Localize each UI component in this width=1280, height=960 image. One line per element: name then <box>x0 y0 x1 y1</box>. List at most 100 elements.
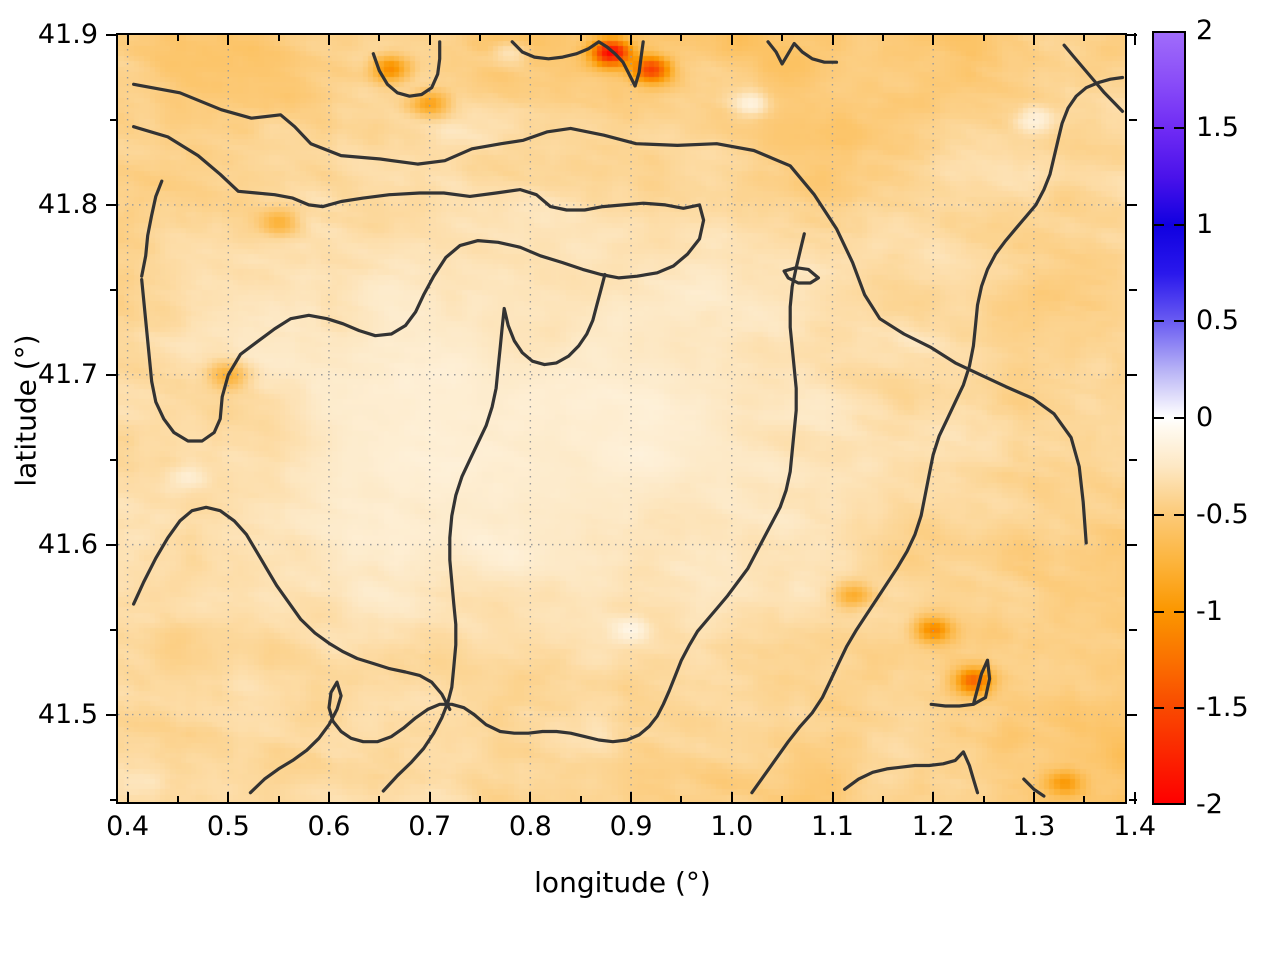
y-tick-minor <box>110 628 118 631</box>
colorbar-tick <box>1152 707 1164 710</box>
x-tick-minor-top <box>680 33 683 41</box>
x-tick-major-top <box>428 33 431 45</box>
colorbar-tick-right <box>1174 707 1186 710</box>
colorbar-tick-label: 1.5 <box>1196 111 1239 143</box>
x-tick-minor <box>378 796 381 804</box>
x-tick-label: 0.7 <box>408 811 452 842</box>
x-tick-major-top <box>529 33 532 45</box>
y-tick-major-right <box>1125 203 1137 206</box>
x-tick-label: 0.5 <box>206 811 250 842</box>
x-tick-major-top <box>932 33 935 45</box>
x-tick-major <box>932 792 935 804</box>
x-tick-minor <box>982 796 985 804</box>
x-tick-minor <box>479 796 481 804</box>
y-axis-title: latitude (°) <box>9 334 43 487</box>
x-tick-label: 1.2 <box>911 811 955 842</box>
colorbar-tick-label: -0.5 <box>1196 498 1249 530</box>
colorbar-tick <box>1152 513 1164 516</box>
y-tick-minor <box>110 118 118 121</box>
x-tick-minor-top <box>479 33 481 41</box>
x-tick-major-top <box>227 33 230 45</box>
x-tick-major <box>428 792 431 804</box>
x-tick-minor <box>680 796 683 804</box>
x-tick-minor-top <box>982 33 985 41</box>
x-tick-major <box>529 792 532 804</box>
colorbar-tick-label: 2 <box>1196 15 1214 46</box>
x-tick-minor-top <box>781 33 784 41</box>
y-tick-minor-right <box>1129 118 1137 121</box>
map-plot-area <box>116 33 1127 804</box>
x-tick-major <box>1032 792 1035 804</box>
y-tick-label: 41.6 <box>37 528 98 560</box>
x-tick-label: 0.9 <box>609 811 653 842</box>
x-tick-minor-top <box>881 33 884 41</box>
x-tick-major-top <box>630 33 633 45</box>
y-tick-minor <box>110 288 118 291</box>
x-tick-major-top <box>328 33 330 45</box>
y-tick-major <box>106 543 118 546</box>
x-tick-major <box>328 792 330 804</box>
y-tick-major <box>106 203 118 206</box>
x-tick-major-top <box>1133 33 1136 45</box>
x-tick-minor-top <box>176 33 179 41</box>
y-tick-minor-right <box>1129 798 1137 801</box>
colorbar-tick-label: -1 <box>1196 595 1223 627</box>
x-tick-major-top <box>730 33 733 45</box>
colorbar-tick-right <box>1174 417 1186 419</box>
x-tick-minor <box>277 796 280 804</box>
x-tick-label: 1.4 <box>1113 811 1157 842</box>
y-tick-minor <box>110 458 118 461</box>
y-tick-major <box>106 34 118 36</box>
colorbar-tick-label: 0.5 <box>1196 305 1239 337</box>
x-tick-major-top <box>831 33 834 45</box>
x-tick-label: 1.0 <box>710 811 754 842</box>
colorbar-tick-right <box>1174 126 1186 129</box>
y-tick-minor-right <box>1129 458 1137 461</box>
y-tick-major <box>106 373 118 376</box>
colorbar-tick-label: 0 <box>1196 402 1214 433</box>
x-axis-title: longitude (°) <box>534 866 711 899</box>
x-tick-major <box>1133 792 1136 804</box>
colorbar-tick-label: 1 <box>1196 208 1214 240</box>
colorbar-tick-label: -2 <box>1196 789 1223 820</box>
y-tick-label: 41.8 <box>37 188 98 220</box>
y-tick-major <box>106 713 118 716</box>
colorbar-tick-right <box>1174 223 1186 226</box>
y-tick-label: 41.7 <box>37 358 98 390</box>
x-tick-minor <box>781 796 784 804</box>
x-tick-minor <box>579 796 582 804</box>
x-tick-label: 1.1 <box>811 811 854 842</box>
x-tick-major <box>730 792 733 804</box>
x-tick-minor <box>881 796 884 804</box>
colorbar-tick <box>1152 417 1164 419</box>
y-tick-label: 41.9 <box>37 19 98 50</box>
x-tick-minor <box>1083 796 1086 804</box>
colorbar-tick-label: -1.5 <box>1196 692 1249 724</box>
y-tick-major-right <box>1125 543 1137 546</box>
heatmap-field <box>118 35 1125 802</box>
y-tick-minor <box>110 798 118 801</box>
colorbar-tick-right <box>1174 513 1186 516</box>
x-tick-minor-top <box>378 33 381 41</box>
x-tick-label: 0.8 <box>508 811 552 842</box>
x-tick-label: 0.4 <box>106 811 150 842</box>
y-tick-label: 41.5 <box>37 698 98 730</box>
y-tick-major-right <box>1125 373 1137 376</box>
x-tick-label: 0.6 <box>307 811 351 842</box>
x-tick-minor <box>176 796 179 804</box>
x-tick-minor-top <box>1083 33 1086 41</box>
x-tick-label: 1.3 <box>1012 811 1056 842</box>
y-tick-minor-right <box>1129 628 1137 631</box>
colorbar-tick <box>1152 320 1164 323</box>
x-tick-minor-top <box>579 33 582 41</box>
x-tick-major <box>831 792 834 804</box>
colorbar-tick <box>1152 610 1164 613</box>
x-tick-major <box>126 792 129 804</box>
colorbar-tick <box>1152 223 1164 226</box>
colorbar-tick-right <box>1174 610 1186 613</box>
y-tick-major-right <box>1125 34 1137 36</box>
y-tick-major-right <box>1125 713 1137 716</box>
x-tick-major <box>630 792 633 804</box>
x-tick-major-top <box>126 33 129 45</box>
